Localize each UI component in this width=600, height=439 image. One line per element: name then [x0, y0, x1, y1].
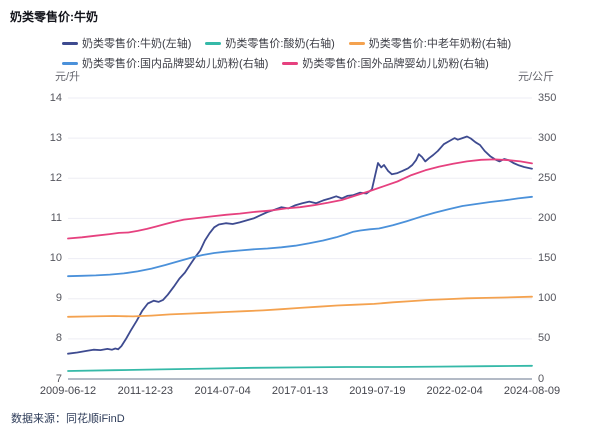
left-axis-tick-label: 7	[55, 372, 62, 385]
series-line-3	[67, 195, 533, 278]
legend-item-label: 奶类零售价:国外品牌婴幼儿奶粉(右轴)	[302, 58, 489, 70]
legend-item-label: 奶类零售价:中老年奶粉(右轴)	[368, 38, 512, 50]
legend-item-4[interactable]: 奶类零售价:国外品牌婴幼儿奶粉(右轴)	[282, 55, 489, 71]
x-axis-tick-label: 2022-02-04	[426, 385, 483, 397]
x-axis-tick-label: 2019-07-19	[349, 385, 406, 397]
series-line-1	[67, 364, 533, 372]
x-axis-tick-label: 2011-12-23	[117, 385, 174, 397]
left-axis-tick-label: 11	[50, 211, 62, 224]
right-axis-tick-label: 250	[538, 171, 557, 184]
right-axis-tick-label: 100	[538, 292, 557, 305]
right-axis-tick-label: 50	[538, 332, 551, 345]
legend-color-line-icon	[62, 61, 78, 65]
legend-item-label: 奶类零售价:国内品牌婴幼儿奶粉(右轴)	[82, 58, 269, 70]
left-axis-tick-label: 12	[49, 171, 62, 184]
legend-color-line-icon	[205, 41, 222, 45]
legend-item-label: 奶类零售价:酸奶(右轴)	[225, 38, 335, 50]
left-axis-unit-label: 元/升	[55, 71, 81, 83]
left-axis-tick-label: 13	[49, 131, 62, 144]
chart-legend: 奶类零售价:牛奶(左轴) 奶类零售价:酸奶(右轴) 奶类零售价:中老年奶粉(右轴) 奶…	[62, 35, 540, 71]
series-line-0	[67, 135, 533, 355]
left-axis-tick-label: 9	[55, 292, 62, 305]
legend-color-line-icon	[348, 41, 365, 45]
x-axis-tick-label: 2014-07-04	[194, 385, 251, 397]
right-axis-tick-label: 0	[538, 372, 545, 385]
legend-item-label: 奶类零售价:牛奶(左轴)	[82, 38, 192, 50]
legend-item-1[interactable]: 奶类零售价:酸奶(右轴)	[205, 35, 335, 51]
legend-item-3[interactable]: 奶类零售价:国内品牌婴幼儿奶粉(右轴)	[62, 55, 268, 71]
right-axis-tick-label: 300	[538, 131, 557, 144]
x-axis-tick-label: 2017-01-13	[271, 385, 329, 397]
right-axis-tick-label: 200	[538, 211, 557, 224]
series-line-4	[67, 158, 533, 240]
right-axis-tick-label: 150	[538, 252, 557, 265]
left-axis-tick-label: 14	[49, 91, 62, 104]
series-line-2	[67, 295, 533, 318]
legend-color-line-icon	[62, 41, 78, 45]
legend-color-line-icon	[282, 61, 299, 65]
left-axis-tick-label: 10	[49, 252, 62, 265]
x-axis-tick-label: 2009-06-12	[39, 385, 97, 397]
x-axis-tick-label: 2024-08-09	[503, 385, 561, 397]
right-axis-tick-label: 350	[538, 91, 557, 104]
legend-item-0[interactable]: 奶类零售价:牛奶(左轴)	[62, 35, 191, 51]
left-axis-tick-label: 8	[55, 332, 62, 345]
chart-title: 奶类零售价:牛奶	[10, 10, 98, 24]
legend-item-2[interactable]: 奶类零售价:中老年奶粉(右轴)	[348, 35, 512, 51]
data-source-label: 数据来源：同花顺iFinD	[11, 413, 125, 425]
right-axis-unit-label: 元/公斤	[518, 71, 555, 83]
